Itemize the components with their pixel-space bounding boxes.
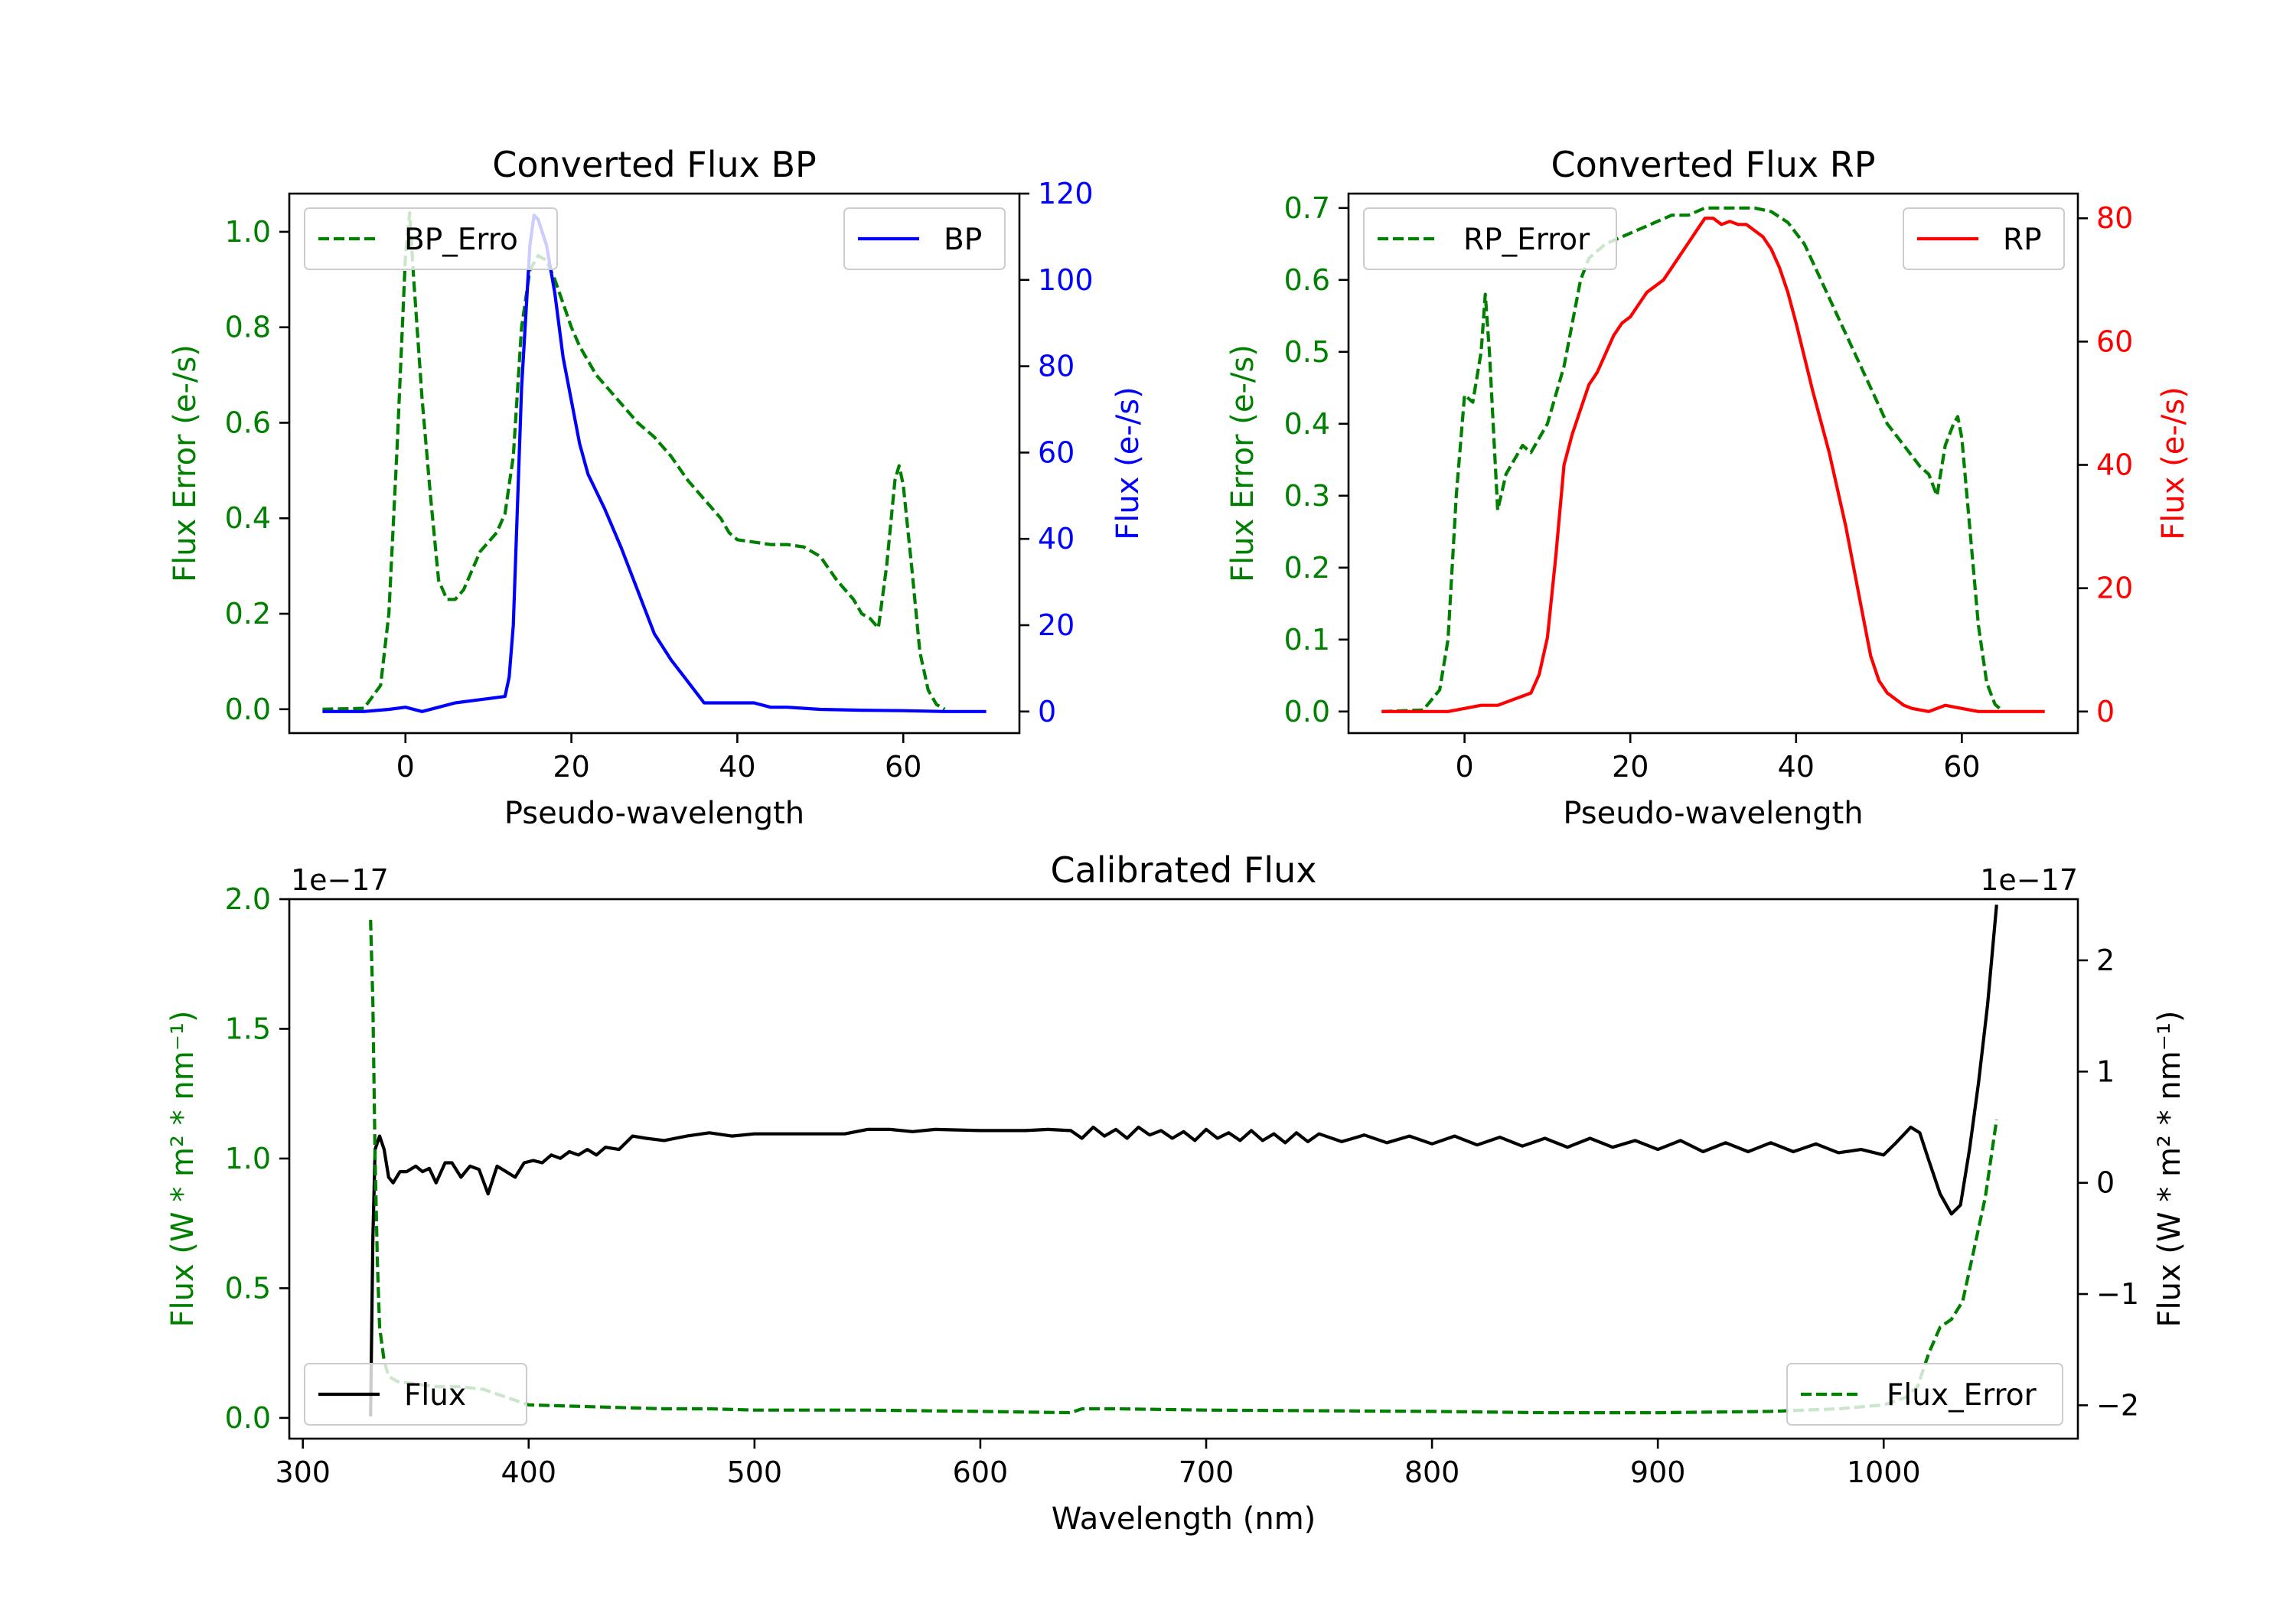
p2-x-tick-label: 60 — [1943, 750, 1980, 784]
p2-y-left-tick-label: 0.6 — [1284, 263, 1330, 297]
p1-y-left-tick-label: 0.0 — [225, 693, 271, 726]
p3-legend-error-label: Flux_Error — [1887, 1378, 2037, 1413]
p2-x-tick-label: 0 — [1456, 750, 1474, 784]
p2-y-left-tick-label: 0.3 — [1284, 479, 1330, 513]
p3-y-left-tick-label: 2.0 — [225, 882, 271, 916]
p1-y-left-tick-label: 1.0 — [225, 215, 271, 249]
p3-y-right-tick-label: −2 — [2096, 1388, 2139, 1422]
p1-y-right-tick-label: 60 — [1038, 435, 1075, 469]
p2-y-left-label: Flux Error (e-/s) — [1225, 344, 1261, 582]
p1-y-right-tick-label: 20 — [1038, 608, 1075, 642]
p3-series-flux-line — [369, 905, 1998, 1416]
p3-y-right-tick-label: 2 — [2096, 944, 2115, 977]
p1-x-tick-label: 0 — [396, 750, 415, 784]
p3-x-tick-label: 700 — [1179, 1455, 1234, 1489]
p3-x-tick-label: 500 — [727, 1455, 783, 1489]
p1-y-right-tick-label: 120 — [1038, 177, 1094, 210]
p2-series-rp-error-line — [1381, 206, 2004, 713]
p1-legend-error-box — [304, 207, 558, 270]
p3-y-left-tick-label: 0.0 — [225, 1401, 271, 1435]
p2-y-left-tick-label: 0.7 — [1284, 191, 1330, 225]
p1-y-right-tick-label: 80 — [1038, 350, 1075, 383]
p1-y-left-tick-label: 0.2 — [225, 597, 271, 631]
p2-y-left-tick-label: 0.1 — [1284, 623, 1330, 657]
p1-x-tick-label: 60 — [885, 750, 921, 784]
p1-y-right-tick-label: 0 — [1038, 695, 1056, 729]
p3-x-tick-label: 600 — [953, 1455, 1009, 1489]
p3-y-right-label: Flux (W * m² * nm⁻¹) — [2152, 1011, 2187, 1328]
p3-offset-right-label: 1e−17 — [1980, 863, 2078, 897]
p1-series-bp-line — [322, 214, 987, 713]
p1-y-right-tick-label: 40 — [1038, 522, 1075, 556]
p1-x-tick-label: 40 — [719, 750, 755, 784]
p3-legend-flux-label: Flux — [404, 1378, 466, 1413]
p3-legend-flux-box — [304, 1363, 527, 1426]
p3-title: Calibrated Flux — [1051, 849, 1317, 891]
p2-x-label: Pseudo-wavelength — [1563, 796, 1863, 831]
p2-y-left-tick-label: 0.0 — [1284, 695, 1330, 729]
p3-x-tick-label: 400 — [501, 1455, 557, 1489]
p3-y-left-tick-label: 1.0 — [225, 1142, 271, 1175]
p1-x-label: Pseudo-wavelength — [504, 796, 804, 831]
p1-legend-flux-box — [843, 207, 1006, 270]
p1-y-right-label: Flux (e-/s) — [1110, 386, 1146, 539]
p3-x-tick-label: 900 — [1630, 1455, 1686, 1489]
p3-y-left-tick-label: 0.5 — [225, 1271, 271, 1305]
p3-legend-error-box — [1786, 1363, 2063, 1426]
p1-x-tick-label: 20 — [553, 750, 589, 784]
p2-series-rp-line — [1381, 217, 2045, 713]
p3-y-left-tick-label: 1.5 — [225, 1012, 271, 1045]
p2-axes-frame — [1347, 192, 2079, 735]
p1-y-left-tick-label: 0.6 — [225, 406, 271, 439]
p2-y-right-tick-label: 40 — [2096, 448, 2133, 482]
p3-offset-left-label: 1e−17 — [291, 863, 389, 897]
p3-series-flux-error-line — [369, 920, 1998, 1415]
p2-x-tick-label: 20 — [1612, 750, 1649, 784]
p1-title: Converted Flux BP — [492, 144, 817, 185]
p2-y-left-tick-label: 0.5 — [1284, 335, 1330, 369]
p3-x-tick-label: 800 — [1404, 1455, 1460, 1489]
p1-y-left-label: Flux Error (e-/s) — [168, 344, 203, 582]
p3-axes-frame — [288, 898, 2079, 1440]
p3-x-label: Wavelength (nm) — [1052, 1501, 1316, 1537]
p1-series-bp-error-line — [322, 210, 946, 711]
p3-y-right-tick-label: 0 — [2096, 1166, 2115, 1200]
p2-title: Converted Flux RP — [1551, 144, 1876, 185]
p3-y-right-tick-label: 1 — [2096, 1054, 2115, 1088]
p1-axes-frame — [288, 192, 1021, 735]
p1-y-left-tick-label: 0.8 — [225, 311, 271, 344]
p2-legend-error-label: RP_Error — [1463, 223, 1590, 257]
p1-legend-error-label: BP_Erro — [404, 223, 518, 257]
p3-y-left-label: Flux (W * m² * nm⁻¹) — [165, 1011, 201, 1328]
p1-y-right-tick-label: 100 — [1038, 263, 1094, 297]
p2-y-right-tick-label: 60 — [2096, 324, 2133, 358]
p2-y-right-label: Flux (e-/s) — [2156, 386, 2191, 539]
p3-y-right-tick-label: −1 — [2096, 1277, 2139, 1311]
p2-legend-error-box — [1363, 207, 1617, 270]
p2-y-right-tick-label: 0 — [2096, 695, 2115, 729]
p1-legend-flux-label: BP — [944, 223, 982, 257]
p2-y-left-tick-label: 0.4 — [1284, 407, 1330, 441]
p3-x-tick-label: 300 — [275, 1455, 331, 1489]
p2-legend-flux-label: RP — [2003, 223, 2042, 257]
p2-legend-flux-box — [1903, 207, 2065, 270]
p1-y-left-tick-label: 0.4 — [225, 501, 271, 535]
p2-y-right-tick-label: 20 — [2096, 572, 2133, 605]
p2-y-left-tick-label: 0.2 — [1284, 551, 1330, 585]
p3-x-tick-label: 1000 — [1847, 1455, 1921, 1489]
p2-x-tick-label: 40 — [1778, 750, 1815, 784]
p2-y-right-tick-label: 80 — [2096, 201, 2133, 235]
